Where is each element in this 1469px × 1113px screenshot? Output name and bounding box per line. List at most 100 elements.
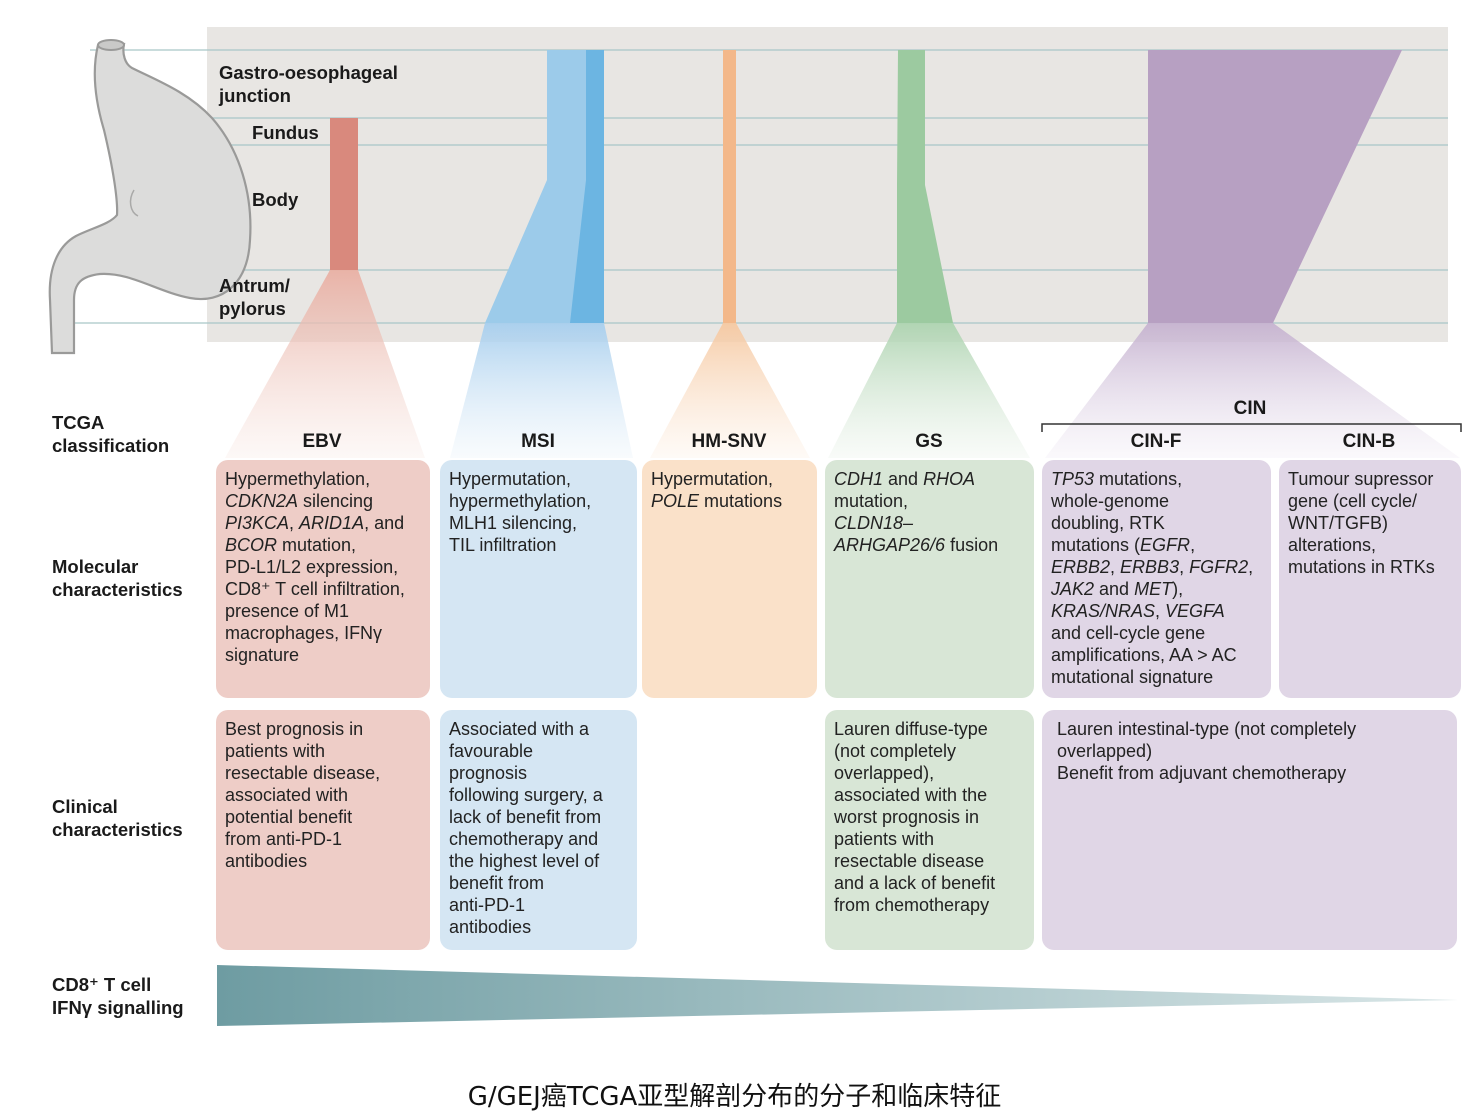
region-gej-label: Gastro-oesophageal junction <box>219 61 398 107</box>
text-line: overlapped), <box>834 763 935 783</box>
text-line: and cell-cycle gene <box>1051 622 1263 644</box>
text-segment: CLDN18– <box>834 513 914 533</box>
text-line: ARHGAP26/6 fusion <box>834 534 1026 556</box>
clinical-box-msi: Associated with a favourable prognosis foll… <box>440 710 637 950</box>
header-cinf: CIN-F <box>1130 431 1182 452</box>
text-line: macrophages, IFNγ <box>225 622 422 644</box>
gs-distribution <box>897 50 953 323</box>
clinical-box-cin: Lauren intestinal-type (not completely ov… <box>1042 710 1457 950</box>
text-segment: , <box>1110 557 1121 577</box>
text-segment: mutations <box>699 491 783 511</box>
text-line: WNT/TGFB) <box>1288 512 1453 534</box>
text-segment: Hypermethylation, <box>225 469 371 489</box>
text-line: doubling, RTK <box>1051 512 1263 534</box>
figure-caption: G/GEJ癌TCGA亚型解剖分布的分子和临床特征 <box>467 1082 1002 1112</box>
text-line: alterations, <box>1288 534 1453 556</box>
row-label-clinical: Clinical characteristics <box>52 795 183 841</box>
text-segment: CDKN2A <box>225 491 299 511</box>
hmsnv-distribution-bar <box>723 50 736 323</box>
text-line: mutations (EGFR, <box>1051 534 1263 556</box>
text-line: patients with <box>834 829 935 849</box>
region-antrum-line1: Antrum/ <box>219 275 290 296</box>
text-line: CD8⁺ T cell infiltration, <box>225 578 422 600</box>
row-label-cd8-line2: IFNγ signalling <box>52 997 184 1018</box>
text-segment: ), <box>1172 579 1184 599</box>
text-line: MLH1 silencing, <box>449 512 629 534</box>
text-segment: PI3KCA <box>225 513 290 533</box>
text-line: whole-genome <box>1051 490 1263 512</box>
text-line: (not completely <box>834 741 957 761</box>
text-line: KRAS/NRAS, VEGFA <box>1051 600 1263 622</box>
text-segment: , <box>1248 557 1254 577</box>
text-line: PI3KCA, ARID1A, and <box>225 512 422 534</box>
row-label-tcga-line1: TCGA <box>52 412 105 433</box>
text-line: Lauren diffuse-type <box>834 719 988 739</box>
stomach-icon <box>48 39 252 355</box>
text-line: antibodies <box>449 917 532 937</box>
text-segment: ARHGAP26/6 <box>834 535 946 555</box>
header-cin-group: CIN <box>1233 398 1267 419</box>
text-segment: TP53 <box>1051 469 1095 489</box>
text-line: worst prognosis in <box>834 807 980 827</box>
region-antrum-label: Antrum/ pylorus <box>219 274 290 320</box>
text-line: resectable disease, <box>225 763 381 783</box>
text-segment: MLH1 silencing, <box>449 513 578 533</box>
cin-bracket <box>1041 423 1462 432</box>
text-segment: alterations, <box>1288 535 1377 555</box>
text-line: amplifications, AA > AC <box>1051 644 1263 666</box>
text-segment: gene (cell cycle/ <box>1288 491 1418 511</box>
row-label-molecular-line1: Molecular <box>52 556 139 577</box>
row-label-molecular-line2: characteristics <box>52 579 183 600</box>
molecular-box-cinb: Tumour supressor gene (cell cycle/WNT/TGF… <box>1279 460 1461 698</box>
text-line: BCOR mutation, <box>225 534 422 556</box>
text-line: the highest level of <box>449 851 600 871</box>
region-fundus-label: Fundus <box>252 122 319 143</box>
text-line: signature <box>225 644 422 666</box>
molecular-box-cinf: TP53 mutations, whole-genome doubling, RTK… <box>1042 460 1271 698</box>
row-label-cd8: CD8⁺ T cell IFNγ signalling <box>52 973 184 1019</box>
text-line: and a lack of benefit <box>834 873 996 893</box>
row-label-clinical-line2: characteristics <box>52 819 183 840</box>
text-line: resectable disease <box>834 851 985 871</box>
region-gej-line1: Gastro-oesophageal <box>219 62 398 83</box>
text-line: gene (cell cycle/ <box>1288 490 1453 512</box>
text-line: associated with the <box>834 785 988 805</box>
msi-distribution-dark <box>570 50 604 323</box>
text-segment: mutational signature <box>1051 667 1214 687</box>
text-segment: hypermethylation, <box>449 491 592 511</box>
text-line: Hypermethylation, <box>225 468 422 490</box>
clinical-box-ebv: Best prognosis in patients with resectable… <box>216 710 430 950</box>
text-line: hypermethylation, <box>449 490 629 512</box>
text-segment: VEGFA <box>1165 601 1225 621</box>
text-segment: WNT/TGFB) <box>1288 513 1388 533</box>
header-msi: MSI <box>521 431 555 452</box>
row-label-tcga: TCGA classification <box>52 411 169 457</box>
row-label-molecular: Molecular characteristics <box>52 555 183 601</box>
text-line: CDH1 and RHOA <box>834 468 1026 490</box>
text-segment: PD-L1/L2 expression, <box>225 557 399 577</box>
molecular-box-msi: Hypermutation, hypermethylation, MLH1 sile… <box>440 460 637 698</box>
region-gej-line2: junction <box>219 85 291 106</box>
text-segment: amplifications, AA > AC <box>1051 645 1237 665</box>
text-line: patients with <box>225 741 326 761</box>
text-segment: , <box>289 513 300 533</box>
msi-funnel <box>450 323 633 458</box>
text-segment: Hypermutation, <box>449 469 572 489</box>
text-line: Best prognosis in <box>225 719 364 739</box>
header-cinb: CIN-B <box>1342 431 1396 452</box>
text-segment: silencing <box>298 491 374 511</box>
text-segment: , and <box>364 513 405 533</box>
text-line: CDKN2A silencing <box>225 490 422 512</box>
text-line: anti-PD-1 <box>449 895 526 915</box>
text-segment: signature <box>225 645 300 665</box>
row-label-clinical-line1: Clinical <box>52 796 118 817</box>
text-segment: CDH1 <box>834 469 884 489</box>
text-line: following surgery, a <box>449 785 603 805</box>
text-line: POLE mutations <box>651 490 809 512</box>
text-segment: mutations ( <box>1051 535 1141 555</box>
text-segment: macrophages, IFNγ <box>225 623 383 643</box>
text-line: Associated with a <box>449 719 590 739</box>
text-segment: whole-genome <box>1051 491 1170 511</box>
header-ebv: EBV <box>302 431 342 452</box>
